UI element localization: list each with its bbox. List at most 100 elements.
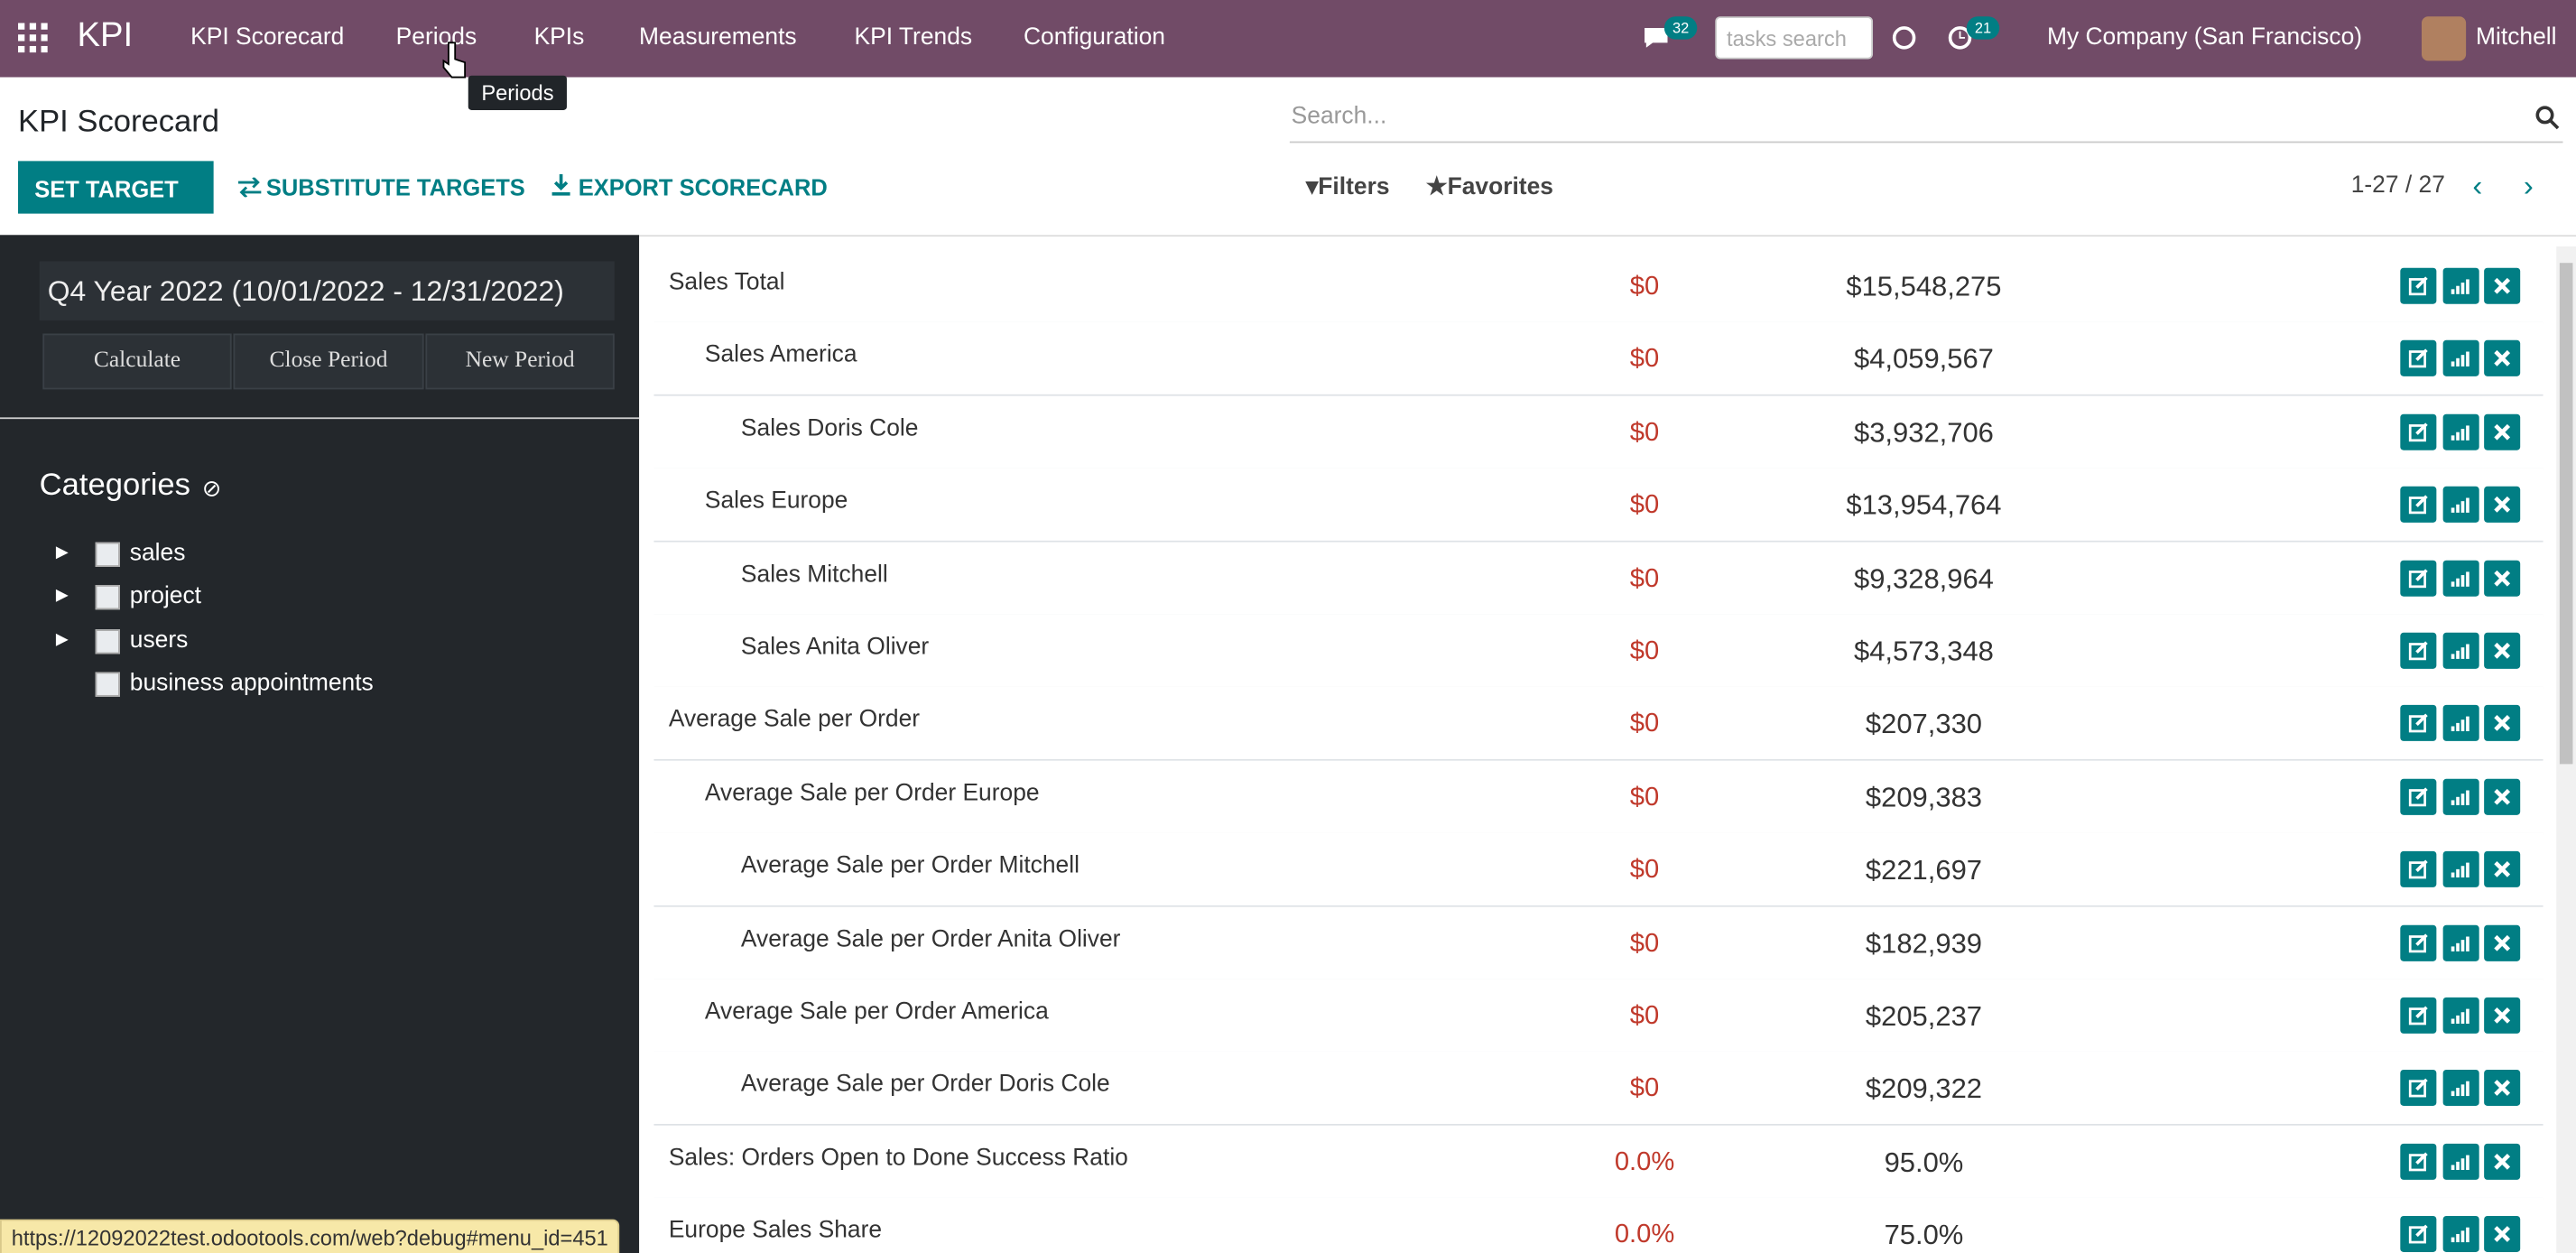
delete-button[interactable] xyxy=(2484,705,2521,742)
chart-button[interactable] xyxy=(2442,1143,2479,1180)
kpi-row[interactable]: Average Sale per Order Europe $0 $209,383 xyxy=(653,760,2544,835)
clear-icon[interactable]: ⊘ xyxy=(201,475,222,502)
kpi-row[interactable]: Sales Mitchell $0 $9,328,964 xyxy=(653,541,2544,616)
kpi-row[interactable]: Average Sale per Order America $0 $205,237 xyxy=(653,979,2544,1053)
edit-button[interactable] xyxy=(2400,778,2437,815)
edit-button[interactable] xyxy=(2400,851,2437,888)
filters[interactable]: ▾Filters xyxy=(1306,173,1390,201)
menu-item[interactable]: Measurements xyxy=(639,24,797,51)
edit-button[interactable] xyxy=(2400,997,2437,1034)
search-icon[interactable] xyxy=(2535,105,2560,130)
tasks-search[interactable]: tasks search xyxy=(1715,16,1874,60)
period-select[interactable]: Q4 Year 2022 (10/01/2022 - 12/31/2022) xyxy=(39,261,615,320)
edit-button[interactable] xyxy=(2400,1070,2437,1107)
expand[interactable]: ▶ xyxy=(55,630,69,649)
substitute-button[interactable]: SUBSTITUTE TARGETS xyxy=(265,173,525,201)
delete-button[interactable] xyxy=(2484,487,2521,524)
avatar[interactable] xyxy=(2421,16,2467,61)
expand[interactable]: ▶ xyxy=(55,543,69,562)
delete-button[interactable] xyxy=(2484,997,2521,1034)
apps-icon[interactable] xyxy=(18,23,48,53)
sync-icon[interactable] xyxy=(1891,24,1917,51)
delete-button[interactable] xyxy=(2484,413,2521,450)
kpi-row[interactable]: Average Sale per Order Doris Cole $0 $209,… xyxy=(653,1052,2544,1127)
delete-button[interactable] xyxy=(2484,1143,2521,1180)
chart-button[interactable] xyxy=(2442,340,2479,377)
delete-button[interactable] xyxy=(2484,851,2521,888)
prev-page[interactable]: ‹ xyxy=(2472,169,2483,202)
app-name[interactable]: KPI xyxy=(77,16,134,55)
category[interactable]: business appointments xyxy=(129,670,374,697)
edit-button[interactable] xyxy=(2400,487,2437,524)
delete-button[interactable] xyxy=(2484,340,2521,377)
calculate-button[interactable]: Calculate xyxy=(42,333,232,390)
checkbox[interactable] xyxy=(95,672,120,697)
chart-button[interactable] xyxy=(2442,559,2479,596)
edit-button[interactable] xyxy=(2400,924,2437,961)
user-name[interactable]: Mitchell xyxy=(2476,24,2557,51)
menu-item[interactable]: KPI Scorecard xyxy=(190,24,345,51)
kpi-row[interactable]: Sales Anita Oliver $0 $4,573,348 xyxy=(653,614,2544,689)
delete-button[interactable] xyxy=(2484,1216,2521,1253)
menu-item[interactable]: Periods xyxy=(395,24,477,51)
edit-button[interactable] xyxy=(2400,413,2437,450)
new-period-button[interactable]: New Period xyxy=(425,333,615,390)
delete-button[interactable] xyxy=(2484,267,2521,304)
category[interactable]: sales xyxy=(129,540,186,567)
close-period-button[interactable]: Close Period xyxy=(233,333,424,390)
kpi-row[interactable]: Average Sale per Order $0 $207,330 xyxy=(653,687,2544,762)
edit-button[interactable] xyxy=(2400,1143,2437,1180)
menu-item[interactable]: KPIs xyxy=(533,24,585,51)
chart-button[interactable] xyxy=(2442,851,2479,888)
delete-button[interactable] xyxy=(2484,559,2521,596)
delete-button[interactable] xyxy=(2484,924,2521,961)
kpi-row[interactable]: Sales Total $0 $15,548,275 xyxy=(653,249,2544,324)
edit-button[interactable] xyxy=(2400,559,2437,596)
kpi-row[interactable]: Europe Sales Share 0.0% 75.0% xyxy=(653,1198,2544,1253)
checkbox[interactable] xyxy=(95,542,120,567)
next-page[interactable]: › xyxy=(2523,169,2534,202)
kpi-row[interactable]: Sales: Orders Open to Done Success Ratio… xyxy=(653,1125,2544,1200)
kpi-name: Sales Total xyxy=(668,269,785,296)
kpi-row[interactable]: Sales Europe $0 $13,954,764 xyxy=(653,469,2544,543)
kpi-row[interactable]: Average Sale per Order Anita Oliver $0 $18… xyxy=(653,906,2544,980)
category[interactable]: project xyxy=(129,583,202,610)
chart-button[interactable] xyxy=(2442,487,2479,524)
edit-button[interactable] xyxy=(2400,1216,2437,1253)
kpi-row[interactable]: Sales America $0 $4,059,567 xyxy=(653,322,2544,397)
edit-button[interactable] xyxy=(2400,632,2437,669)
expand[interactable]: ▶ xyxy=(55,586,69,605)
chart-button[interactable] xyxy=(2442,997,2479,1034)
menu-item[interactable]: Configuration xyxy=(1023,24,1165,51)
kpi-name: Sales: Orders Open to Done Success Ratio xyxy=(668,1145,1128,1172)
delete-button[interactable] xyxy=(2484,632,2521,669)
chart-button[interactable] xyxy=(2442,632,2479,669)
kpi-row[interactable]: Sales Doris Cole $0 $3,932,706 xyxy=(653,395,2544,470)
export-button[interactable]: EXPORT SCORECARD xyxy=(578,173,828,201)
activity-icon[interactable] xyxy=(1947,24,1973,51)
edit-button[interactable] xyxy=(2400,340,2437,377)
search-bar[interactable]: Search... xyxy=(1289,97,2563,144)
chart-button[interactable] xyxy=(2442,267,2479,304)
edit-button[interactable] xyxy=(2400,267,2437,304)
company[interactable]: My Company (San Francisco) xyxy=(2046,24,2363,51)
edit-button[interactable] xyxy=(2400,705,2437,742)
messages-icon[interactable] xyxy=(1641,24,1671,51)
category[interactable]: users xyxy=(129,627,189,654)
checkbox[interactable] xyxy=(95,629,120,654)
favorites[interactable]: ★Favorites xyxy=(1425,173,1553,201)
chart-button[interactable] xyxy=(2442,1216,2479,1253)
delete-button[interactable] xyxy=(2484,1070,2521,1107)
delete-button[interactable] xyxy=(2484,778,2521,815)
chart-button[interactable] xyxy=(2442,705,2479,742)
scroll-thumb[interactable] xyxy=(2559,263,2573,765)
chart-button[interactable] xyxy=(2442,1070,2479,1107)
chart-button[interactable] xyxy=(2442,413,2479,450)
kpi-row[interactable]: Average Sale per Order Mitchell $0 $221,69… xyxy=(653,833,2544,908)
chart-button[interactable] xyxy=(2442,924,2479,961)
actual: $3,932,706 xyxy=(1854,416,1994,449)
chart-button[interactable] xyxy=(2442,778,2479,815)
set-target-button[interactable]: SET TARGET xyxy=(18,161,214,214)
checkbox[interactable] xyxy=(95,584,120,610)
menu-item[interactable]: KPI Trends xyxy=(854,24,973,51)
